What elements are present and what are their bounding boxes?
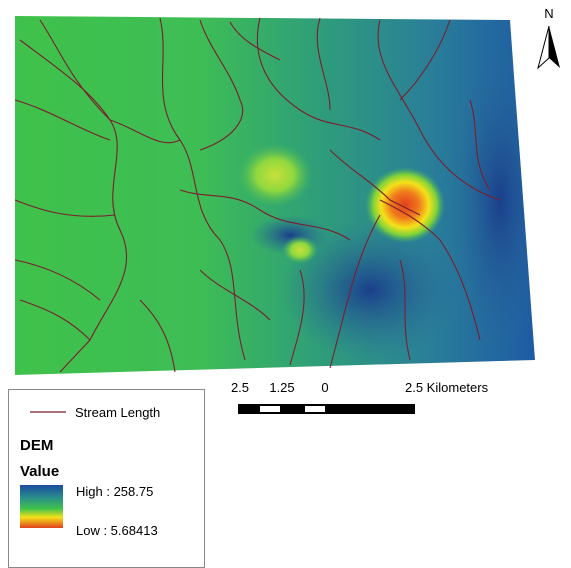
north-arrow-left [538, 26, 549, 68]
scale-bar: 2.5 1.25 0 2.5 Kilometers [231, 380, 489, 414]
north-arrow-right [549, 26, 560, 68]
legend-stream-label: Stream Length [75, 405, 160, 420]
legend: Stream Length DEM Value High : 258.75 Lo… [9, 390, 205, 568]
legend-low-label: Low : 5.68413 [76, 523, 158, 538]
dem-high-area [237, 143, 313, 207]
legend-subtitle: Value [20, 463, 59, 480]
scale-label: 1.25 [269, 380, 294, 395]
scale-segment [305, 406, 325, 412]
north-arrow: N [538, 6, 560, 68]
dem-high-area [282, 236, 318, 264]
map-figure: N 2.5 1.25 0 2.5 Kilometers Stream Lengt… [0, 0, 571, 568]
scale-label: 2.5 Kilometers [405, 380, 489, 395]
scale-label: 2.5 [231, 380, 249, 395]
legend-color-ramp [20, 485, 63, 528]
legend-title: DEM [20, 437, 53, 454]
scale-segment [260, 406, 280, 412]
north-label: N [544, 6, 553, 21]
dem-peak [365, 167, 445, 243]
dem-raster [0, 0, 571, 400]
scale-label: 0 [321, 380, 328, 395]
legend-high-label: High : 258.75 [76, 484, 153, 499]
